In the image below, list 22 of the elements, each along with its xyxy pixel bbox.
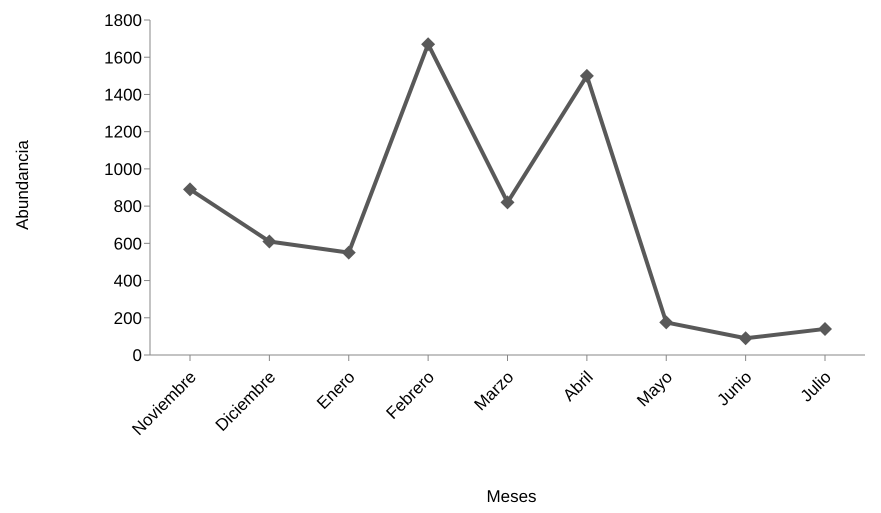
point [818,322,832,336]
y-tick-label: 1400 [104,85,142,104]
point [421,37,436,52]
point [738,331,753,346]
y-tick-label: 1200 [104,122,142,142]
point [342,246,356,260]
y-tick-label: 1600 [104,48,142,68]
point [183,182,197,196]
y-tick-label: 1800 [104,11,142,30]
y-tick-label: 0 [132,346,142,366]
point [262,234,276,248]
x-tick-label: Julio [796,367,835,406]
y-tick-label: 1000 [104,160,142,179]
y-axis-title: Abundancia [13,140,33,230]
y-tick-label: 600 [114,234,142,254]
y-tick-label: 200 [114,308,142,328]
point [659,315,674,330]
point [580,68,594,83]
x-axis-title: Meses [485,487,538,506]
point [500,195,514,210]
y-tick-label: 400 [114,272,142,291]
y-tick-label: 800 [114,197,142,216]
